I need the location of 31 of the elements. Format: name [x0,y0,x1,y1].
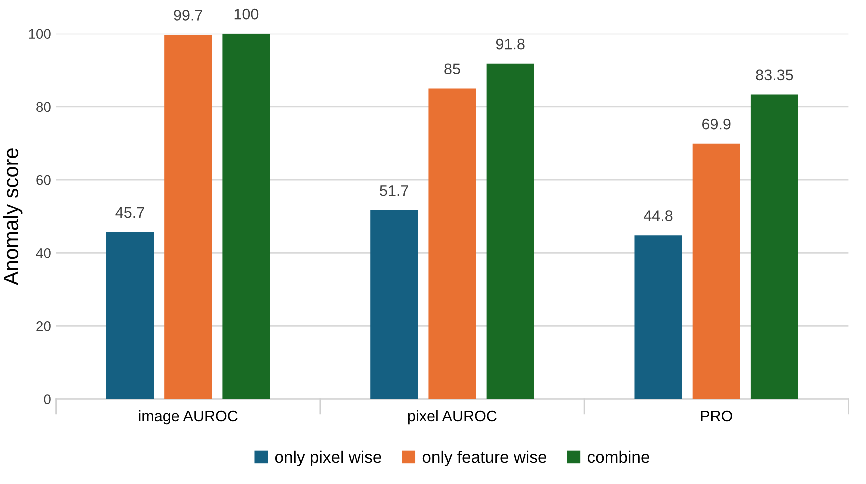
legend-label: only feature wise [422,450,547,466]
y-tick-label: 0 [44,394,51,404]
x-tick-label: image AUROC [139,410,238,425]
bar [106,232,154,400]
data-label: 83.35 [756,70,794,81]
y-tick-label: 80 [36,102,51,112]
bar [692,144,740,400]
data-label: 69.9 [702,118,731,130]
x-tick-label: pixel AUROC [408,410,497,425]
bar [370,210,418,400]
bar [222,34,270,400]
bar [634,236,682,400]
legend-label: combine [588,450,650,464]
y-tick-label: 20 [36,322,51,332]
legend-label: only pixel wise [275,450,382,466]
bar [428,88,476,400]
bar [164,34,212,400]
data-label: 85 [444,64,460,75]
y-axis-title: Anomaly score [3,148,23,286]
y-tick-label: 60 [36,175,51,186]
data-label: 45.7 [116,208,144,218]
data-label: 100 [234,8,259,20]
bar [750,94,798,400]
x-tick-label: PRO [701,410,732,422]
y-tick-label: 100 [29,29,51,40]
data-label: 91.8 [496,38,525,50]
y-tick-label: 40 [36,248,51,258]
data-label: 99.7 [174,10,202,21]
data-label: 51.7 [380,186,408,196]
bar [486,64,534,400]
data-label: 44.8 [644,210,673,222]
